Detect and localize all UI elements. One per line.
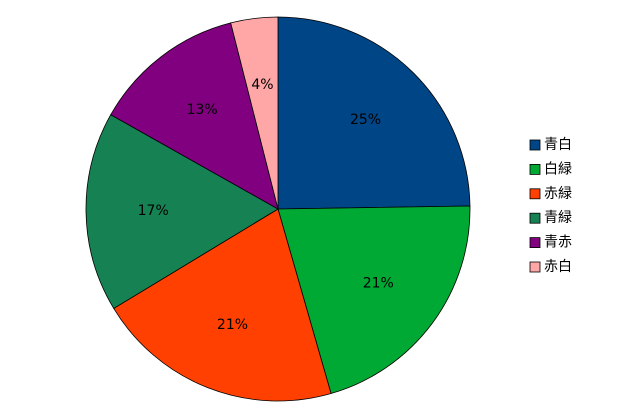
legend-swatch — [529, 261, 541, 273]
legend-swatch — [529, 139, 541, 151]
legend-swatch — [529, 188, 541, 200]
legend-swatch — [529, 237, 541, 249]
legend-swatch — [529, 163, 541, 175]
data-label: 13% — [187, 102, 218, 118]
data-label: 21% — [363, 275, 394, 291]
data-label: 21% — [217, 317, 248, 333]
legend-label: 青赤 — [544, 235, 572, 251]
pie-slice — [110, 22, 279, 210]
legend-swatch — [529, 212, 541, 224]
pie-slice — [277, 16, 471, 210]
pie-slice — [230, 16, 279, 210]
legend-label: 赤緑 — [544, 186, 572, 202]
legend-label: 白緑 — [544, 161, 572, 177]
data-label: 17% — [138, 203, 169, 219]
pie-slice — [113, 208, 332, 402]
pie-slice — [277, 205, 471, 395]
legend-label: 青緑 — [544, 210, 572, 226]
data-label: 4% — [251, 77, 273, 93]
legend-label: 赤白 — [544, 259, 572, 275]
legend-label: 青白 — [544, 137, 572, 153]
pie-slice — [85, 114, 279, 309]
data-label: 25% — [350, 112, 381, 128]
